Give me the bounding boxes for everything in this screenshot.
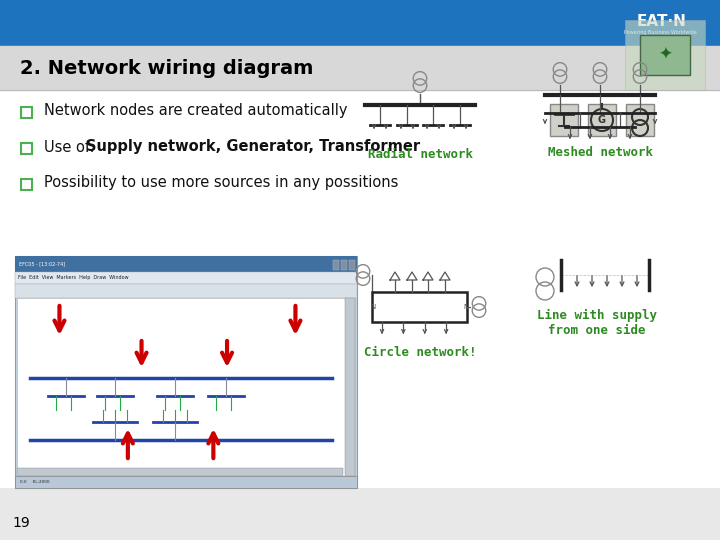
- Text: EFC05 - [13:02-74]: EFC05 - [13:02-74]: [19, 261, 65, 267]
- Text: N: N: [370, 304, 376, 310]
- Bar: [625, 20, 705, 90]
- Bar: [15, 284, 357, 298]
- Bar: [588, 104, 616, 136]
- Text: 2. Network wiring diagram: 2. Network wiring diagram: [20, 58, 313, 78]
- Bar: [15, 256, 357, 488]
- Text: Circle network!: Circle network!: [364, 346, 476, 359]
- Bar: [15, 256, 357, 272]
- Bar: [0, 46, 720, 90]
- Bar: [21, 179, 32, 190]
- Bar: [21, 106, 32, 118]
- Bar: [626, 104, 654, 136]
- Text: Meshed network: Meshed network: [547, 146, 652, 159]
- Text: ✦: ✦: [658, 46, 672, 64]
- Bar: [15, 272, 357, 284]
- Text: Supply network, Generator, Transformer: Supply network, Generator, Transformer: [86, 139, 420, 154]
- Text: Use of:: Use of:: [44, 139, 99, 154]
- Text: Line with supply
from one side: Line with supply from one side: [537, 309, 657, 337]
- Text: 19: 19: [12, 516, 30, 530]
- Text: Radial network: Radial network: [367, 148, 472, 161]
- Bar: [550, 104, 578, 136]
- Bar: [345, 298, 355, 476]
- Bar: [349, 260, 355, 270]
- Bar: [333, 260, 339, 270]
- Bar: [355, 90, 720, 488]
- Text: N: N: [464, 304, 469, 310]
- Text: G: G: [598, 115, 606, 125]
- Bar: [0, 0, 720, 46]
- Text: Network nodes are created automatically: Network nodes are created automatically: [44, 104, 348, 118]
- Bar: [372, 292, 467, 322]
- Text: Powering Business Worldwide: Powering Business Worldwide: [624, 30, 696, 35]
- Bar: [0, 90, 720, 488]
- Text: File  Edit  View  Markers  Help  Draw  Window: File Edit View Markers Help Draw Window: [18, 275, 129, 280]
- Bar: [17, 468, 343, 476]
- Bar: [17, 298, 355, 476]
- Bar: [21, 143, 32, 153]
- Text: 0.0     EL:2000: 0.0 EL:2000: [20, 480, 50, 484]
- Text: Possibility to use more sources in any possitions: Possibility to use more sources in any p…: [44, 176, 398, 191]
- Bar: [15, 476, 357, 488]
- Text: EAT·N: EAT·N: [637, 14, 687, 29]
- Bar: [341, 260, 347, 270]
- Bar: [640, 35, 690, 75]
